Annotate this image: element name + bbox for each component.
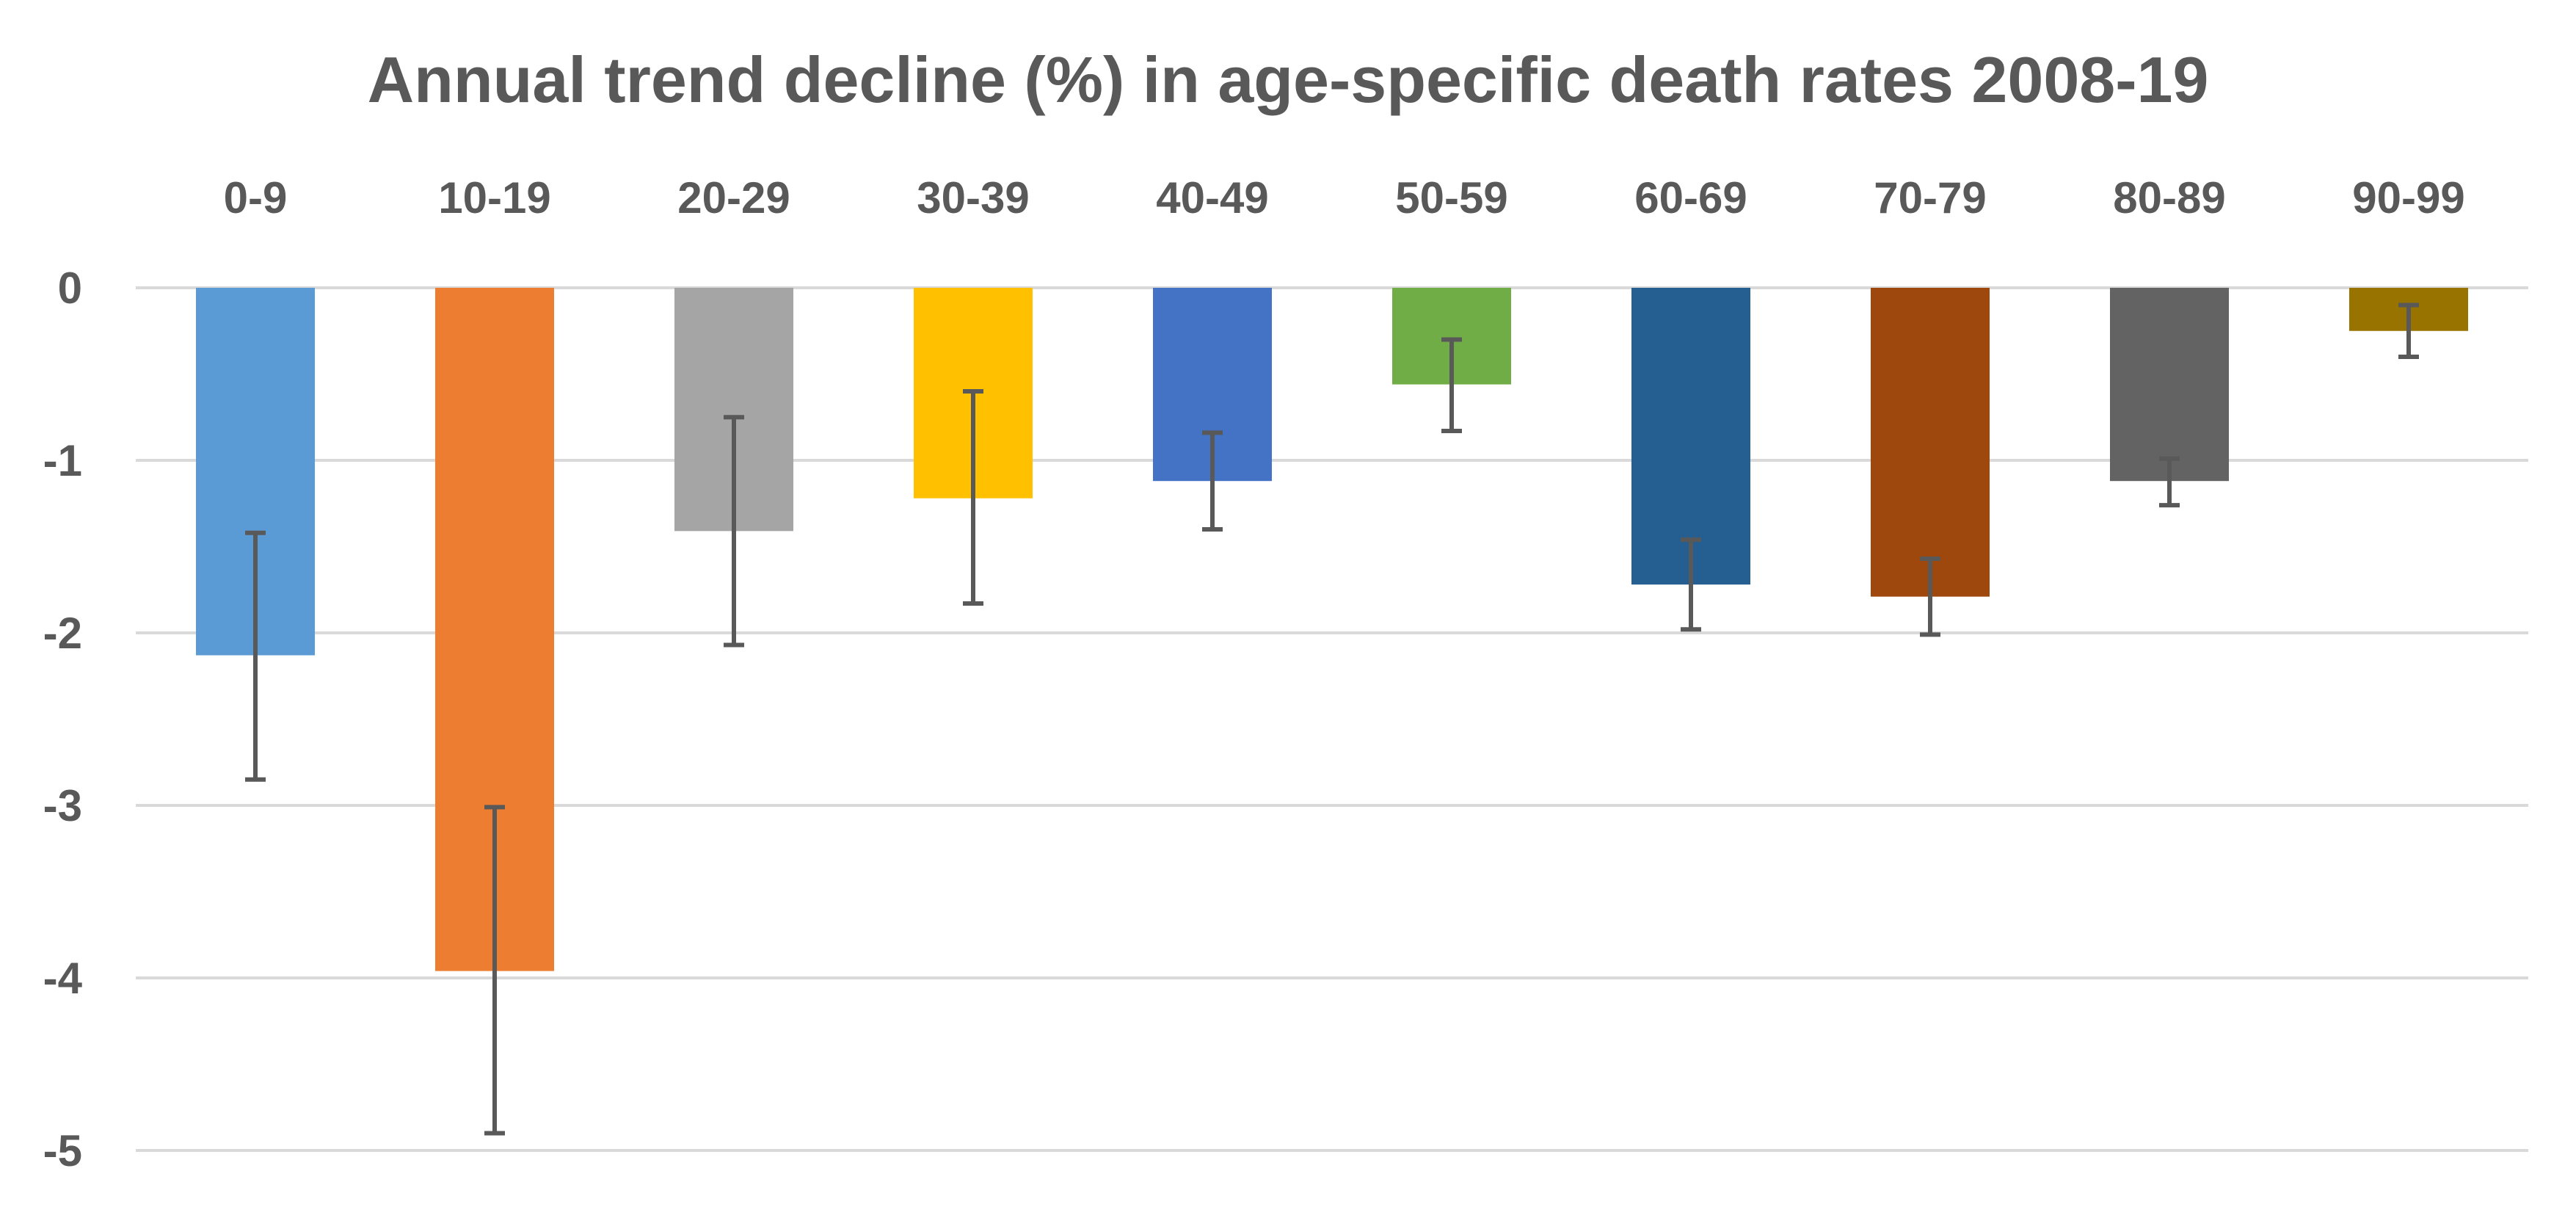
category-label: 90-99 <box>2352 173 2464 222</box>
category-label: 0-9 <box>224 173 288 222</box>
category-label: 30-39 <box>917 173 1029 222</box>
y-tick-label: -1 <box>43 436 82 485</box>
y-tick-label: -4 <box>43 954 83 1003</box>
category-label: 10-19 <box>438 173 550 222</box>
category-label: 60-69 <box>1634 173 1747 222</box>
chart-title: Annual trend decline (%) in age-specific… <box>367 43 2209 116</box>
category-label: 40-49 <box>1156 173 1268 222</box>
bar-60-69 <box>1631 288 1750 585</box>
y-tick-label: -3 <box>43 781 82 830</box>
category-label: 50-59 <box>1395 173 1507 222</box>
bar-70-79 <box>1871 288 1990 597</box>
y-tick-label: -5 <box>43 1126 82 1175</box>
y-tick-label: 0 <box>58 264 82 313</box>
y-tick-label: -2 <box>43 609 82 658</box>
category-label: 70-79 <box>1874 173 1986 222</box>
bar-80-89 <box>2110 288 2229 482</box>
category-label: 80-89 <box>2113 173 2225 222</box>
category-label: 20-29 <box>677 173 790 222</box>
